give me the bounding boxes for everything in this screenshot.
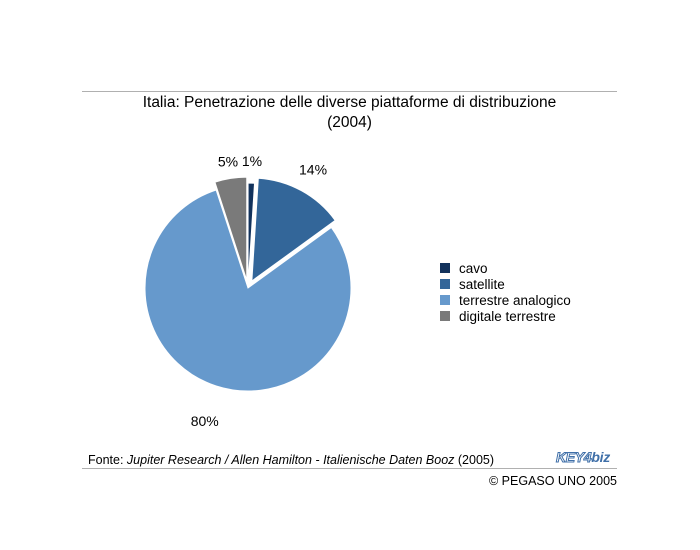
legend-label: satellite [459, 276, 505, 292]
key4biz-logo: KEY4biz [555, 449, 610, 466]
pie-data-label: 5% [218, 154, 238, 170]
legend-swatch [440, 279, 450, 289]
chart-title-line2: (2004) [327, 114, 372, 131]
source-note: Fonte: Jupiter Research / Allen Hamilton… [88, 453, 494, 467]
legend-swatch [440, 295, 450, 305]
legend-item-cavo: cavo [440, 260, 571, 276]
legend-item-terrestre-analogico: terrestre analogico [440, 292, 571, 308]
chart-title: Italia: Penetrazione delle diverse piatt… [82, 93, 617, 133]
legend-label: terrestre analogico [459, 292, 571, 308]
legend-label: cavo [459, 260, 488, 276]
bottom-rule [82, 468, 617, 469]
legend-swatch [440, 311, 450, 321]
top-rule [82, 91, 617, 92]
copyright: © PEGASO UNO 2005 [488, 474, 617, 488]
chart-title-line1: Italia: Penetrazione delle diverse piatt… [142, 94, 557, 111]
pie-slice-digitale-terrestre [214, 176, 248, 281]
legend-item-satellite: satellite [440, 276, 571, 292]
logo-key4: KEY4 [555, 449, 592, 466]
pie-slice-terrestre-analogico [144, 189, 352, 392]
legend-swatch [440, 263, 450, 273]
source-prefix: Fonte: [88, 453, 127, 467]
pie-slice-satellite [251, 177, 336, 283]
legend-label: digitale terrestre [459, 308, 556, 324]
chart-legend: cavo satellite terrestre analogico digit… [440, 260, 571, 324]
logo-biz: biz [591, 449, 610, 465]
pie-data-label: 14% [299, 162, 327, 178]
pie-data-label: 1% [242, 153, 262, 169]
pie-data-label: 80% [191, 413, 219, 429]
pie-slice-cavo [247, 182, 256, 287]
source-year: (2005) [454, 453, 495, 467]
source-title: Jupiter Research / Allen Hamilton - Ital… [126, 453, 455, 467]
legend-item-digitale-terrestre: digitale terrestre [440, 308, 571, 324]
